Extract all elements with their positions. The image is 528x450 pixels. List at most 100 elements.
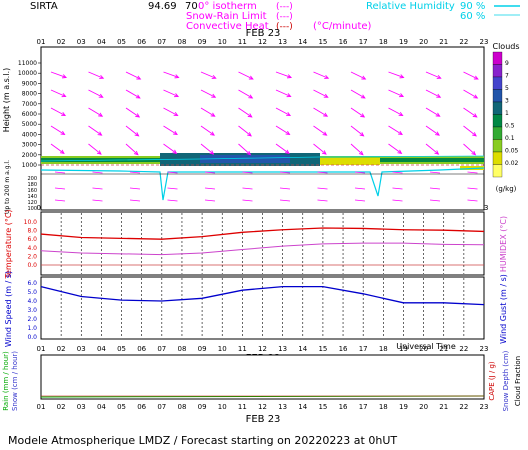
wind-arrow xyxy=(50,71,67,78)
wind-speed-tick-label: 3.0 xyxy=(27,307,37,314)
wind-arrow-low xyxy=(54,199,66,202)
wind-arrow-head xyxy=(397,149,403,155)
clouds-legend-title: Clouds xyxy=(492,42,519,51)
wind-arrow-low xyxy=(204,187,216,190)
rh-line xyxy=(40,167,485,201)
wind-arrow-low xyxy=(392,199,403,202)
wind-arrow xyxy=(163,143,177,154)
rh-label: Relative Humidity xyxy=(366,1,455,12)
hour-tick-label: 22 xyxy=(459,345,468,353)
height-tick-label: 4000 xyxy=(22,131,37,138)
wind-arrow xyxy=(200,107,215,117)
rh-60-label: 60 % xyxy=(460,11,485,22)
wind-arrow-low xyxy=(429,187,441,190)
wind-arrow xyxy=(238,89,253,99)
hour-tick-label: 17 xyxy=(359,403,368,411)
hour-tick-label: 15 xyxy=(318,38,327,46)
wind-arrow-head xyxy=(436,74,442,79)
hour-tick-label: 09 xyxy=(198,403,207,411)
convective-unit: (°C/minute) xyxy=(313,21,372,32)
wind-speed-axis-label: Wind Speed (m / s) xyxy=(4,271,13,347)
humidex-axis-label: HUMIDEX (°C) xyxy=(499,216,508,272)
height-tick-label: 2000 xyxy=(22,152,37,159)
cloud-fraction-axis-label: Cloud Fraction xyxy=(514,356,522,406)
wind-arrow xyxy=(50,107,66,116)
station-code-suffix: 70 xyxy=(185,1,198,12)
wind-arrow xyxy=(313,143,327,155)
hour-tick-label: 19 xyxy=(399,345,408,353)
wind-arrow-low xyxy=(242,187,253,190)
wind-arrow-head xyxy=(435,112,441,117)
cloud-layer-edge xyxy=(320,158,380,165)
hour-tick-label: 03 xyxy=(77,38,86,46)
wind-arrow xyxy=(88,89,103,98)
wind-arrow xyxy=(425,107,440,117)
wind-panel-frame xyxy=(40,46,485,211)
temperature-axis-label: Temperature (°C) xyxy=(4,209,13,279)
station-name: SIRTA xyxy=(30,1,58,12)
temperature-axis-ticks: 10.0 8.06.0 4.02.0 0.0 xyxy=(24,219,38,269)
wind-arrow-low xyxy=(279,171,291,174)
universal-time-label: Universal Time xyxy=(396,342,456,351)
wind-arrow-head xyxy=(323,93,329,98)
wind-arrow-head xyxy=(473,75,479,80)
clouds-legend-swatch xyxy=(492,64,503,78)
wind-arrow-head xyxy=(98,93,104,98)
forecast-credit: Modele Atmospherique LMDZ / Forecast sta… xyxy=(8,434,397,447)
hour-tick-label: 06 xyxy=(137,403,146,411)
clouds-legend-tick: 9 xyxy=(505,60,509,67)
clouds-legend-swatches: 9 7 5 3 1 0.5 0.1 0.05 0.02 xyxy=(492,51,519,178)
wind-arrow xyxy=(275,71,292,78)
wind-arrow xyxy=(238,125,252,137)
wind-arrow-head xyxy=(246,150,252,156)
hour-tick-label: 20 xyxy=(419,403,428,411)
clouds-legend-tick: 7 xyxy=(505,73,509,80)
wind-arrow-low xyxy=(354,171,366,174)
wind-arrow-head xyxy=(173,130,178,136)
temperature-tick-label: 4.0 xyxy=(27,245,37,252)
wind-arrow xyxy=(275,125,290,135)
wind-speed-tick-label: 6.0 xyxy=(27,280,37,287)
clouds-legend-tick: 0.1 xyxy=(505,135,515,142)
hour-tick-label: 07 xyxy=(157,403,166,411)
wind-arrow xyxy=(238,143,251,156)
wind-arrow-head xyxy=(322,131,328,136)
wind-arrow-low xyxy=(354,199,366,202)
temperature-line xyxy=(40,227,485,240)
wind-arrow-head xyxy=(59,149,65,155)
wind-arrow-head xyxy=(247,132,252,137)
clouds-legend-swatch xyxy=(492,126,503,140)
wind-arrow-head xyxy=(174,74,180,79)
wind-arrow-head xyxy=(172,149,178,155)
snow-rain-sample: (---) xyxy=(276,12,293,22)
hour-tick-label: 10 xyxy=(218,345,227,353)
hour-tick-label: 23 xyxy=(480,38,489,46)
wind-arrow-head xyxy=(434,150,440,155)
wind-arrow-low xyxy=(242,199,253,202)
wind-speed-tick-label: 0.0 xyxy=(27,334,37,341)
height-low-tick-label: 200 xyxy=(27,176,37,182)
isotherm-sample: (---) xyxy=(276,2,293,12)
wind-arrow xyxy=(350,107,365,118)
wind-arrow xyxy=(125,107,140,118)
rain-axis-label: Rain (mm / hour) xyxy=(2,351,10,411)
hour-tick-label: 19 xyxy=(399,38,408,46)
hour-tick-label: 01 xyxy=(37,38,46,46)
wind-arrow-low xyxy=(54,171,66,174)
wind-arrow-low xyxy=(92,171,103,174)
clouds-legend-tick: 0.5 xyxy=(505,123,515,130)
wind-arrow-head xyxy=(472,113,478,118)
wind-arrow xyxy=(238,107,253,118)
hour-tick-label: 13 xyxy=(278,345,287,353)
rh-line-60 xyxy=(40,155,485,162)
hour-tick-label: 06 xyxy=(137,345,146,353)
hour-tick-label: 13 xyxy=(278,38,287,46)
hour-tick-label: 16 xyxy=(339,38,348,46)
hour-tick-label: 16 xyxy=(339,403,348,411)
hour-tick-label: 23 xyxy=(480,345,489,353)
wind-arrow xyxy=(313,71,329,79)
wind-arrow-low xyxy=(167,171,178,174)
wind-arrow-low xyxy=(92,187,103,190)
wind-arrow-head xyxy=(174,93,180,98)
hour-tick-label: 07 xyxy=(157,345,166,353)
